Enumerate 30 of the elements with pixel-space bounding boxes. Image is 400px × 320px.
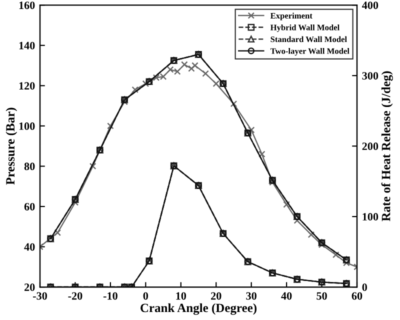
x-tick-label: 10 [176,292,186,300]
legend-label: Experiment [270,12,312,20]
y-axis-title: Pressure (Bar) [6,108,18,185]
legend-label: Two-layer Wall Model [270,48,350,56]
y2-tick-label: 100 [362,213,378,221]
y2-axis-title: Rate of Heat Release (J/deg) [381,71,393,222]
y-tick-label: 140 [19,42,35,50]
x-tick-label: 30 [246,292,256,300]
x-tick-label: -10 [103,292,118,300]
x-tick-label: 20 [211,292,222,300]
x-tick-label: 40 [281,292,292,300]
y-tick-label: 20 [24,284,35,292]
x-tick-label: 0 [143,292,148,300]
y2-tick-label: 400 [362,2,378,10]
x-tick-label: -20 [68,292,82,300]
x-tick-label: -30 [33,292,47,300]
x-tick-label: 50 [316,292,327,300]
y-tick-label: 120 [19,82,35,90]
legend-label: Hybrid Wall Model [270,24,340,32]
y-tick-label: 100 [19,122,35,130]
legend-label: Standard Wall Model [270,36,347,42]
x-axis-title: Crank Angle (Degree) [140,303,257,315]
y2-tick-label: 300 [362,72,378,80]
y-tick-label: 60 [24,202,35,210]
y2-tick-label: 0 [362,284,367,292]
x-tick-label: 60 [352,292,362,300]
y2-tick-label: 200 [362,142,378,150]
y-tick-label: 80 [24,162,35,170]
y-tick-label: 40 [24,243,35,251]
y-tick-label: 160 [19,2,35,10]
